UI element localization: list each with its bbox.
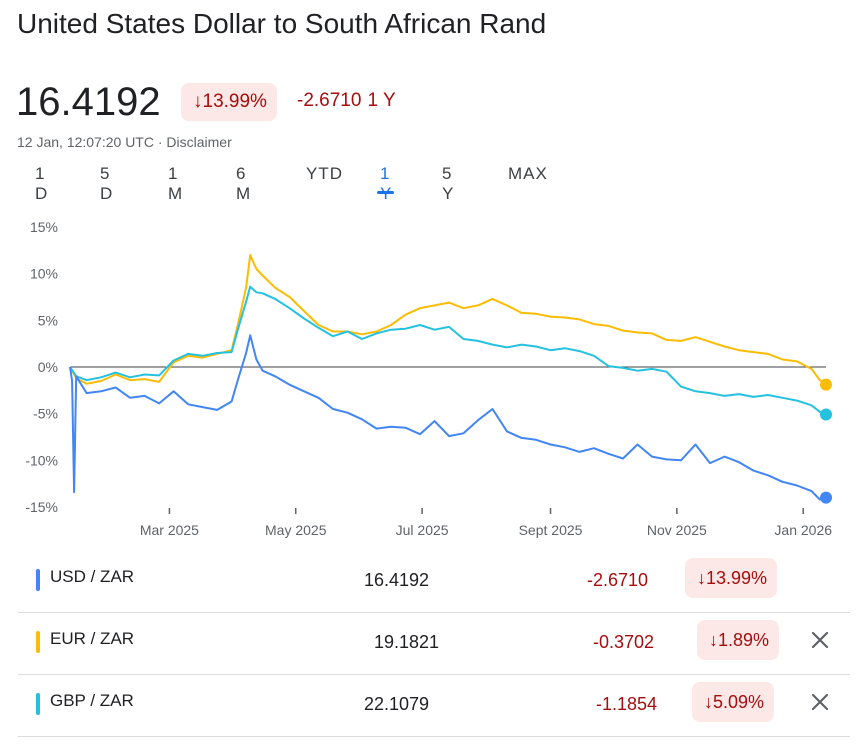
x-tick-label: Sept 2025 xyxy=(519,522,583,538)
x-tick-label: Jan 2026 xyxy=(774,522,832,538)
pair-value: 22.1079 xyxy=(364,694,430,714)
y-tick-label: 5% xyxy=(38,312,58,328)
change-period: 1 Y xyxy=(367,90,396,111)
series-end-point-gbp-zar xyxy=(820,408,832,421)
pair-change-absolute: -2.6710 xyxy=(587,570,649,590)
series-line-eur-zar xyxy=(69,254,827,386)
change-absolute-value: -2.6710 xyxy=(297,90,362,111)
pair-change-absolute: -0.3702 xyxy=(593,632,655,652)
x-tick-label: Nov 2025 xyxy=(647,522,707,538)
current-price: 16.4192 xyxy=(16,80,161,124)
series-end-point-usd-zar xyxy=(820,491,832,504)
range-tab-5y[interactable]: 5 Y xyxy=(442,164,455,203)
range-tab-ytd[interactable]: YTD xyxy=(306,164,343,183)
pair-name: USD / ZAR xyxy=(50,567,135,586)
pair-color-swatch xyxy=(36,693,40,715)
range-tab-1y[interactable]: 1 Y xyxy=(376,164,395,203)
series-line-gbp-zar xyxy=(69,285,827,416)
row-divider xyxy=(18,736,850,737)
pair-change-percent-badge: ↓5.09% xyxy=(692,682,775,722)
range-tab-6m[interactable]: 6 M xyxy=(236,164,252,203)
change-percent-badge: ↓13.99% xyxy=(181,83,277,121)
remove-pair-close-icon[interactable] xyxy=(807,689,833,715)
range-tab-1d[interactable]: 1 D xyxy=(35,164,49,203)
row-divider xyxy=(18,674,850,675)
page-title: United States Dollar to South African Ra… xyxy=(17,8,547,39)
y-tick-label: 10% xyxy=(30,266,58,282)
y-tick-label: -15% xyxy=(25,499,58,515)
change-absolute: -2.6710 1 Y xyxy=(297,90,402,112)
row-divider xyxy=(18,612,850,613)
remove-pair-close-icon[interactable] xyxy=(807,627,833,653)
series-end-point-eur-zar xyxy=(820,378,832,391)
series-line-usd-zar xyxy=(69,334,827,501)
x-tick-label: Mar 2025 xyxy=(140,522,199,538)
pair-change-percent-badge: ↓13.99% xyxy=(685,558,778,598)
pair-name: GBP / ZAR xyxy=(50,691,134,710)
pair-row-gbp-zar[interactable]: GBP / ZAR 22.1079 -1.1854 ↓5.09% xyxy=(0,677,850,737)
pair-row-eur-zar[interactable]: EUR / ZAR 19.1821 -0.3702 ↓1.89% xyxy=(0,615,850,675)
range-tab-max[interactable]: MAX xyxy=(508,164,548,183)
range-tab-5d[interactable]: 5 D xyxy=(100,164,114,203)
x-tick-label: May 2025 xyxy=(265,522,327,538)
y-tick-label: 0% xyxy=(38,359,58,375)
y-tick-label: 15% xyxy=(30,219,58,235)
range-tab-1m[interactable]: 1 M xyxy=(168,164,184,203)
comparison-line-chart[interactable]: 15% 10% 5% 0% -5% -10% -15% Mar 2025 May 2025 Jul… xyxy=(0,205,860,545)
pair-value: 19.1821 xyxy=(374,632,440,652)
x-tick-label: Jul 2025 xyxy=(396,522,449,538)
pair-color-swatch xyxy=(36,569,40,591)
pair-color-swatch xyxy=(36,631,40,653)
pair-change-percent-badge: ↓1.89% xyxy=(697,620,780,660)
y-tick-label: -5% xyxy=(33,406,58,422)
pair-value: 16.4192 xyxy=(364,570,430,590)
y-tick-label: -10% xyxy=(25,452,58,468)
pair-row-usd-zar[interactable]: USD / ZAR 16.4192 -2.6710 ↓13.99% xyxy=(0,553,850,613)
timestamp-disclaimer[interactable]: 12 Jan, 12:07:20 UTC · Disclaimer xyxy=(17,134,232,150)
pair-name: EUR / ZAR xyxy=(50,629,135,648)
pair-change-absolute: -1.1854 xyxy=(596,694,658,714)
